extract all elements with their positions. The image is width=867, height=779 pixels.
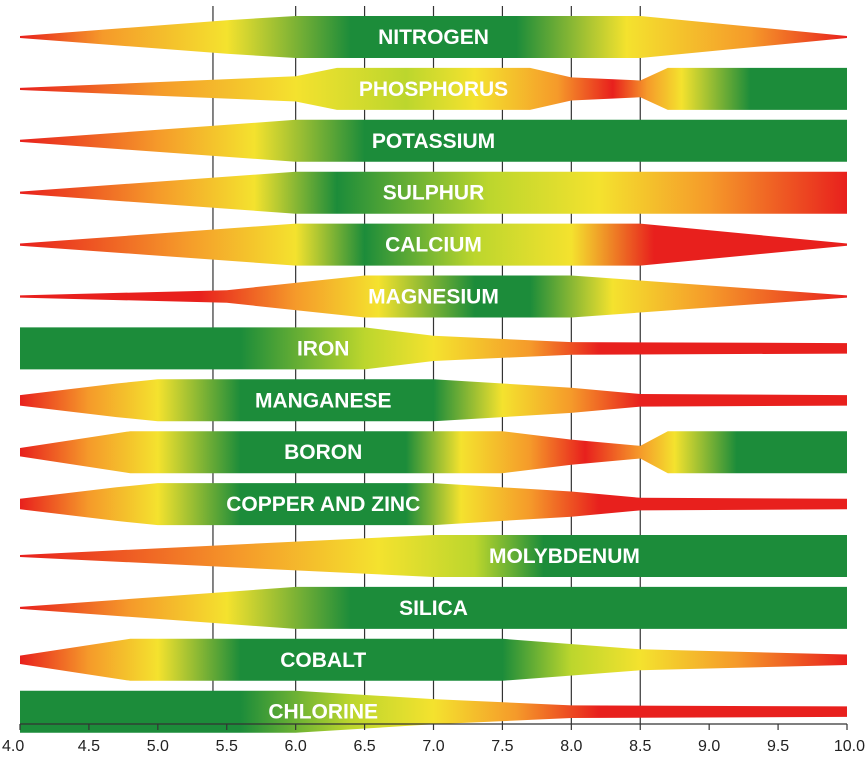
band-label: SULPHUR [383, 182, 485, 205]
band-label: CALCIUM [385, 234, 482, 257]
band-iron [20, 327, 847, 370]
band-label: POTASSIUM [372, 130, 495, 153]
band-label: PHOSPHORUS [359, 78, 508, 101]
band-manganese [20, 379, 847, 422]
x-tick-label: 4.5 [78, 738, 100, 755]
band-label: COBALT [280, 649, 366, 672]
x-tick-label: 6.0 [285, 738, 307, 755]
band-label: MOLYBDENUM [489, 545, 640, 568]
band-sulphur [20, 171, 847, 214]
band-copper-and-zinc [20, 483, 847, 526]
band-calcium [20, 223, 847, 266]
band-silica [20, 586, 847, 629]
x-tick-label: 8.5 [629, 738, 651, 755]
x-tick-label: 7.0 [422, 738, 444, 755]
x-tick-label: 6.5 [353, 738, 375, 755]
x-tick-label: 8.0 [560, 738, 582, 755]
band-molybdenum [20, 535, 847, 577]
band-label: MANGANESE [255, 389, 392, 412]
band-labels-layer: NITROGEN PHOSPHORUS POTASSIUM SULPHUR CALCIU… [226, 26, 640, 724]
band-label: SILICA [399, 597, 468, 620]
x-tick-label: 10.0 [834, 738, 865, 755]
band-label: COPPER AND ZINC [226, 493, 420, 516]
band-cobalt [20, 638, 847, 681]
x-tick-label: 5.5 [216, 738, 238, 755]
band-phosphorus [20, 67, 847, 110]
x-tick-label: 7.5 [491, 738, 513, 755]
band-nitrogen [20, 16, 847, 58]
x-tick-label: 9.0 [698, 738, 720, 755]
band-boron [20, 431, 847, 474]
band-label: CHLORINE [268, 701, 378, 724]
x-tick-label: 9.5 [767, 738, 789, 755]
band-label: IRON [297, 337, 350, 360]
x-tick-label: 5.0 [147, 738, 169, 755]
band-chlorine [20, 690, 847, 733]
band-label: NITROGEN [378, 26, 489, 49]
band-label: BORON [284, 441, 362, 464]
band-label: MAGNESIUM [368, 286, 499, 309]
x-tick-label: 4.0 [2, 738, 24, 755]
band-potassium [20, 119, 847, 162]
band-magnesium [20, 275, 847, 318]
x-axis: 4.0 4.5 5.0 5.5 6.0 6.5 7.0 7.5 8.0 8.5 9.0 9.5 10.0 [2, 723, 865, 755]
bands-layer [20, 16, 847, 733]
